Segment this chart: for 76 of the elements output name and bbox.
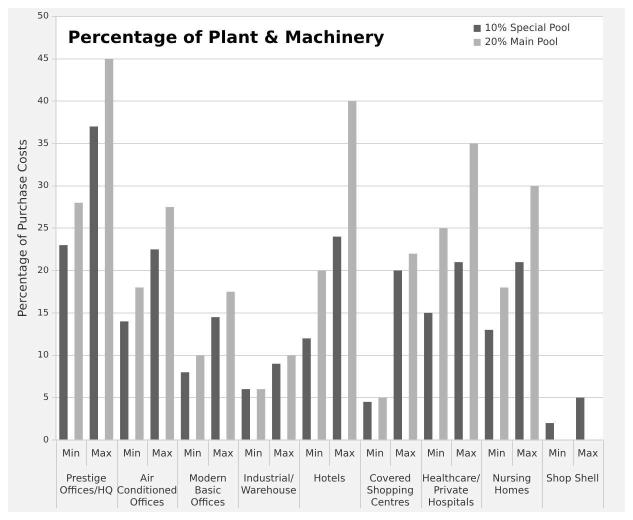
x-tick-label: Max	[456, 448, 477, 460]
bar	[363, 402, 372, 440]
bar	[211, 317, 220, 440]
bar	[256, 389, 266, 440]
bar	[150, 249, 159, 440]
bar	[272, 364, 280, 440]
bar	[135, 288, 144, 440]
bar	[74, 202, 83, 440]
text: Air Conditioned Offices	[116, 474, 178, 509]
bar	[454, 262, 463, 440]
bar	[166, 207, 174, 440]
bar	[90, 126, 98, 440]
x-tick-label: Max	[516, 448, 538, 460]
bar	[226, 292, 235, 440]
text: Modern Basic Offices	[189, 474, 227, 509]
bar	[424, 312, 432, 440]
bar	[287, 355, 296, 440]
x-tick-label: Min	[184, 448, 202, 460]
text: Nursing Homes	[492, 474, 532, 497]
x-tick-label: Min	[548, 448, 566, 460]
x-tick-label: Max	[91, 448, 112, 460]
y-tick-label: 45	[37, 54, 49, 64]
legend-label: 20% Main Pool	[484, 36, 558, 48]
bar	[530, 186, 539, 440]
y-tick-label: 10	[37, 350, 50, 361]
bar	[394, 270, 402, 440]
bar	[546, 423, 554, 440]
text: Hotels	[314, 474, 346, 485]
x-tick-label: Min	[366, 448, 384, 460]
x-tick-label: Max	[273, 448, 294, 460]
bar	[332, 236, 342, 440]
bar	[120, 321, 128, 440]
bar	[104, 58, 114, 440]
x-tick-label: Max	[152, 448, 173, 460]
x-tick-label: Max	[334, 448, 356, 460]
y-tick-label: 20	[37, 266, 50, 276]
y-tick-label: 5	[43, 392, 49, 403]
y-tick-label: 0	[43, 435, 50, 446]
bar	[318, 270, 326, 440]
text: Industrial/ Warehouse	[240, 474, 296, 497]
x-tick-label: Min	[244, 448, 262, 460]
x-tick-label: Min	[122, 448, 141, 460]
x-tick-label: Min	[62, 448, 80, 460]
bar	[180, 372, 190, 440]
y-tick-label: 30	[37, 181, 50, 192]
bar	[378, 398, 387, 440]
y-tick-label: 40	[37, 96, 50, 106]
text: Covered Shopping Centres	[366, 474, 414, 509]
x-tick-label: Min	[426, 448, 445, 460]
y-tick-label: 15	[37, 308, 49, 318]
bar	[408, 254, 418, 440]
legend-label: 10% Special Pool	[484, 22, 570, 34]
bar	[470, 143, 478, 440]
x-tick-label: Max	[212, 448, 234, 460]
y-tick-label: 35	[37, 138, 49, 149]
bar	[59, 245, 68, 440]
bar	[439, 228, 448, 440]
x-tick-label: Min	[488, 448, 506, 460]
x-tick-label: Max	[577, 448, 598, 460]
text: Prestige Offices/HQ	[60, 474, 113, 497]
x-tick-label: Max	[395, 448, 416, 460]
bar	[242, 389, 250, 440]
x-tick-label: Min	[305, 448, 324, 460]
bar	[500, 288, 508, 440]
bar	[576, 398, 584, 440]
bar	[302, 338, 311, 440]
bar	[515, 262, 524, 440]
text: Shop Shell	[546, 474, 599, 485]
text: Percentage of Plant & Machinery	[68, 28, 384, 48]
bar	[484, 330, 494, 440]
bar	[196, 355, 204, 440]
bar	[348, 101, 356, 440]
y-tick-label: 50	[37, 12, 50, 22]
y-tick-label: 25	[37, 224, 49, 234]
y-axis-title: Percentage of Purchase Costs	[15, 139, 30, 318]
text: Healthcare/ Private Hospitals	[422, 474, 481, 509]
